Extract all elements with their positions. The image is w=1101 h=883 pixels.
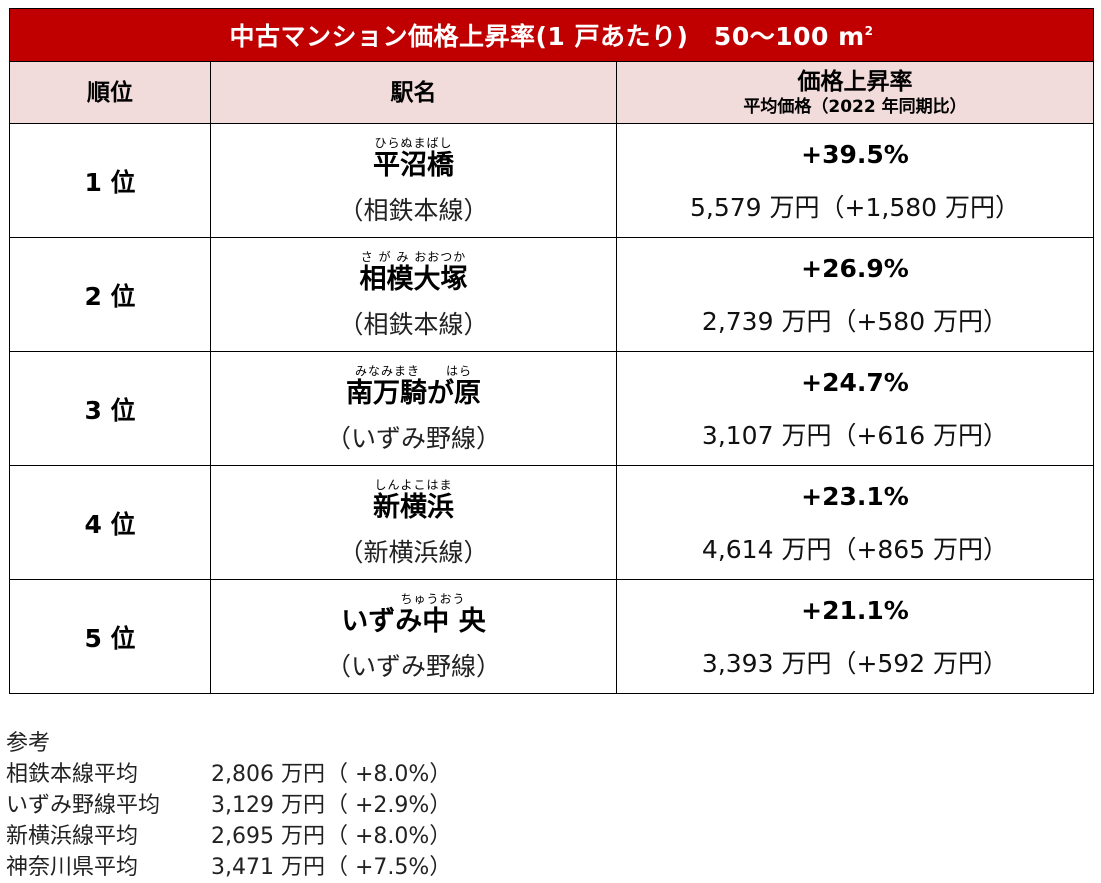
- note-rate: （ +2.9%）: [326, 793, 452, 818]
- station-ruby: さ が み おおつか: [360, 249, 467, 264]
- table-row: 1 位 ひらぬまばし 平沼橋 （相鉄本線） +39.5% 5,579 万円（+1…: [9, 123, 1094, 238]
- line-name: （相鉄本線）: [338, 309, 489, 339]
- note-value: 2,806 万円: [211, 762, 325, 787]
- note-row: 神奈川県平均 3,471 万円 （ +7.5%）: [6, 852, 451, 883]
- price-value: 5,579 万円（+1,580 万円）: [690, 192, 1020, 222]
- rate-cell: +39.5% 5,579 万円（+1,580 万円）: [616, 123, 1094, 238]
- price-value: 2,739 万円（+580 万円）: [701, 306, 1009, 336]
- rate-value: +39.5%: [801, 139, 909, 169]
- rate-cell: +23.1% 4,614 万円（+865 万円）: [616, 465, 1094, 580]
- note-rate: （ +7.5%）: [326, 855, 452, 880]
- station-cell: ちゅうおう いずみ中 央 （いずみ野線）: [210, 579, 617, 694]
- table-title: 中古マンション価格上昇率(1 戸あたり) 50〜100 m2: [9, 8, 1094, 62]
- rate-value: +26.9%: [801, 253, 909, 283]
- station-cell: ひらぬまばし 平沼橋 （相鉄本線）: [210, 123, 617, 238]
- note-label: いずみ野線平均: [6, 793, 161, 818]
- station-name: 平沼橋: [373, 149, 454, 181]
- note-rate: （ +8.0%）: [326, 824, 452, 849]
- note-label: 新横浜線平均: [6, 824, 139, 849]
- price-value: 3,107 万円（+616 万円）: [701, 420, 1009, 450]
- header-row: 順位 駅名 価格上昇率 平均価格（2022 年同期比）: [9, 61, 1094, 124]
- rate-value: +24.7%: [801, 367, 909, 397]
- rank-cell: 4 位: [9, 465, 211, 580]
- note-label: 相鉄本線平均: [6, 762, 139, 787]
- header-rate: 価格上昇率 平均価格（2022 年同期比）: [616, 61, 1094, 124]
- rank-cell: 5 位: [9, 579, 211, 694]
- header-station: 駅名: [210, 61, 617, 124]
- ranking-table-container: 中古マンション価格上昇率(1 戸あたり) 50〜100 m2 順位 駅名 価格上…: [9, 8, 1094, 694]
- line-name: （相鉄本線）: [338, 195, 489, 225]
- station-cell: みなみまき はら 南万騎が原 （いずみ野線）: [210, 351, 617, 466]
- rank-cell: 1 位: [9, 123, 211, 238]
- price-value: 4,614 万円（+865 万円）: [701, 534, 1009, 564]
- ranking-table: 中古マンション価格上昇率(1 戸あたり) 50〜100 m2 順位 駅名 価格上…: [9, 8, 1094, 694]
- line-name: （新横浜線）: [338, 537, 489, 567]
- station-name: 新横浜: [373, 491, 454, 523]
- note-value: 3,129 万円: [211, 793, 325, 818]
- rate-value: +21.1%: [801, 595, 909, 625]
- header-rate-sub: 平均価格（2022 年同期比）: [743, 96, 967, 117]
- rate-cell: +24.7% 3,107 万円（+616 万円）: [616, 351, 1094, 466]
- rank-cell: 2 位: [9, 237, 211, 352]
- station-ruby: ちゅうおう: [361, 591, 466, 606]
- note-value: 3,471 万円: [211, 855, 325, 880]
- reference-notes: 参考 相鉄本線平均 2,806 万円 （ +8.0%） いずみ野線平均 3,12…: [6, 728, 451, 883]
- rate-cell: +26.9% 2,739 万円（+580 万円）: [616, 237, 1094, 352]
- table-row: 4 位 しんよこはま 新横浜 （新横浜線） +23.1% 4,614 万円（+8…: [9, 465, 1094, 580]
- station-name: いずみ中 央: [341, 605, 486, 637]
- station-cell: さ が み おおつか 相模大塚 （相鉄本線）: [210, 237, 617, 352]
- station-ruby: しんよこはま: [374, 477, 453, 492]
- area-unit-superscript: 2: [864, 24, 874, 38]
- station-ruby: みなみまき はら: [354, 363, 472, 378]
- note-row: いずみ野線平均 3,129 万円 （ +2.9%）: [6, 790, 451, 821]
- header-rank: 順位: [9, 61, 211, 124]
- note-rate: （ +8.0%）: [326, 762, 452, 787]
- price-value: 3,393 万円（+592 万円）: [701, 648, 1009, 678]
- note-value: 2,695 万円: [211, 824, 325, 849]
- table-row: 2 位 さ が み おおつか 相模大塚 （相鉄本線） +26.9% 2,739 …: [9, 237, 1094, 352]
- station-cell: しんよこはま 新横浜 （新横浜線）: [210, 465, 617, 580]
- note-row: 相鉄本線平均 2,806 万円 （ +8.0%）: [6, 759, 451, 790]
- station-name: 相模大塚: [359, 263, 468, 295]
- line-name: （いずみ野線）: [325, 651, 501, 681]
- rate-value: +23.1%: [801, 481, 909, 511]
- rate-cell: +21.1% 3,393 万円（+592 万円）: [616, 579, 1094, 694]
- table-row: 5 位 ちゅうおう いずみ中 央 （いずみ野線） +21.1% 3,393 万円…: [9, 579, 1094, 694]
- table-title-text: 中古マンション価格上昇率(1 戸あたり) 50〜100 m: [229, 22, 865, 51]
- notes-heading: 参考: [6, 731, 51, 756]
- line-name: （いずみ野線）: [325, 423, 501, 453]
- header-rate-main: 価格上昇率: [797, 68, 913, 95]
- station-name: 南万騎が原: [346, 377, 481, 409]
- table-row: 3 位 みなみまき はら 南万騎が原 （いずみ野線） +24.7% 3,107 …: [9, 351, 1094, 466]
- note-label: 神奈川県平均: [6, 855, 139, 880]
- note-row: 新横浜線平均 2,695 万円 （ +8.0%）: [6, 821, 451, 852]
- station-ruby: ひらぬまばし: [374, 135, 453, 150]
- rank-cell: 3 位: [9, 351, 211, 466]
